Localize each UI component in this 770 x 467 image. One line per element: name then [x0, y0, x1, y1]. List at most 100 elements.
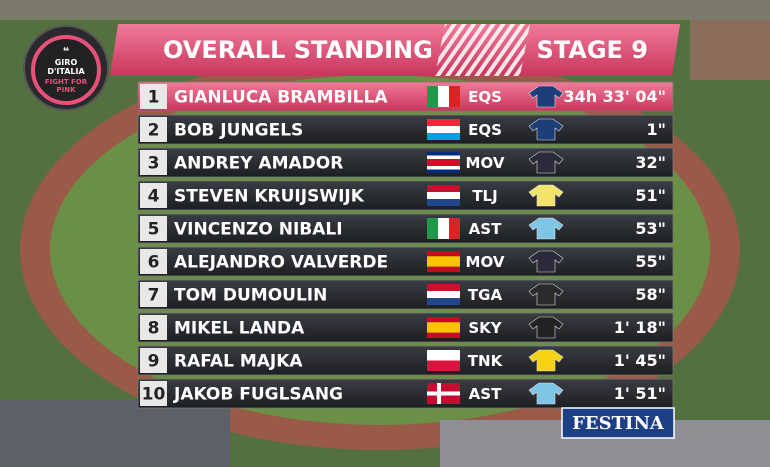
rank: 7 — [148, 286, 160, 306]
flag-stripe — [427, 166, 460, 170]
flag-stripe — [427, 192, 460, 199]
rank-box — [140, 381, 167, 406]
logo-brand: GIRO D'ITALIA — [47, 58, 85, 76]
flag-stripe — [427, 86, 438, 107]
flag-stripe — [438, 86, 449, 107]
time: 51" — [635, 186, 666, 205]
team: MOV — [466, 253, 505, 271]
flag-stripe — [427, 317, 460, 323]
row-bg — [137, 147, 674, 178]
rider-name: TOM DUMOULIN — [174, 286, 327, 306]
flag-cross — [427, 391, 460, 396]
row-bg — [137, 246, 674, 277]
flag-stripe — [427, 322, 460, 328]
rank: 3 — [148, 154, 160, 174]
logo-slogan: FIGHT FOR PINK — [44, 78, 88, 94]
header-stripes — [435, 24, 530, 76]
rank: 5 — [148, 220, 160, 240]
rank-box — [140, 282, 167, 307]
jersey — [528, 283, 564, 306]
flag-stripe — [427, 298, 460, 305]
row-bg — [137, 378, 674, 409]
flag-stripe — [427, 199, 460, 206]
road — [0, 400, 230, 467]
rank-box — [140, 348, 167, 373]
rank: 2 — [148, 121, 160, 141]
flag-stripe — [427, 169, 460, 173]
logo-mark: ❝ — [63, 45, 69, 58]
rank-box — [140, 315, 167, 340]
jersey — [528, 118, 564, 141]
jersey — [528, 85, 564, 108]
rank: 4 — [148, 187, 160, 207]
standings: 1 GIANLUCA BRAMBILLA EQS 34h 33' 04" 2 BOB JU… — [137, 81, 674, 409]
flag-stripe — [427, 261, 460, 267]
time: 53" — [635, 219, 666, 238]
flag-stripe — [427, 251, 460, 257]
team: EQS — [468, 121, 502, 139]
team: TGA — [468, 286, 503, 304]
flag-stripe — [427, 126, 460, 133]
flag-stripe — [427, 332, 460, 338]
time: 1' 18" — [614, 318, 666, 337]
logo-slogan-box: FIGHT FOR PINK — [44, 78, 88, 94]
rider-name: ANDREY AMADOR — [174, 154, 343, 174]
jersey — [528, 217, 564, 240]
flag-stripe — [427, 185, 460, 192]
row-bg — [137, 81, 674, 112]
flag-stripe — [427, 155, 460, 159]
team: TNK — [468, 352, 504, 370]
logo-disc — [31, 35, 101, 105]
rank-box — [140, 150, 167, 175]
rank-box — [140, 183, 167, 208]
time: 58" — [635, 285, 666, 304]
rider-name: GIANLUCA BRAMBILLA — [174, 88, 388, 108]
flag-stripe — [427, 152, 460, 156]
flag-stripe — [449, 86, 460, 107]
header-stage: STAGE 9 — [536, 36, 648, 64]
row-bg — [137, 213, 674, 244]
rider-name: BOB JUNGELS — [174, 121, 303, 141]
rank-box — [140, 216, 167, 241]
row-bg — [137, 345, 674, 376]
rank: 10 — [142, 385, 166, 405]
time: 1' 51" — [614, 384, 666, 403]
rank: 1 — [148, 88, 160, 108]
row-bg — [137, 114, 674, 145]
flag-stripe — [427, 350, 460, 361]
flag-stripe — [449, 218, 460, 239]
rider-name: MIKEL LANDA — [174, 319, 305, 339]
rider-name: RAFAL MAJKA — [174, 352, 303, 372]
jersey — [528, 250, 564, 273]
time: 55" — [635, 252, 666, 271]
team: MOV — [466, 154, 505, 172]
rider-name: JAKOB FUGLSANG — [173, 385, 343, 405]
jersey — [528, 316, 564, 339]
flag-stripe — [427, 159, 460, 163]
team: AST — [469, 385, 502, 403]
row-bg — [137, 279, 674, 310]
flag-stripe — [427, 256, 460, 262]
jersey — [528, 382, 564, 405]
rank: 8 — [148, 319, 160, 339]
time: 32" — [635, 153, 666, 172]
row-bg — [137, 180, 674, 211]
header-bar — [110, 24, 680, 76]
flag-stripe — [427, 360, 460, 371]
rider-name: ALEJANDRO VALVERDE — [174, 253, 388, 273]
sponsor-box — [561, 407, 675, 439]
rider-name: STEVEN KRUIJSWIJK — [174, 187, 365, 207]
rank: 6 — [148, 253, 160, 273]
logo-brand-box: GIRO D'ITALIA — [47, 58, 85, 76]
team: AST — [469, 220, 502, 238]
house — [690, 20, 770, 80]
jersey — [528, 349, 564, 372]
rider-name: VINCENZO NIBALI — [174, 220, 343, 240]
sponsor: FESTINA — [572, 413, 665, 434]
time: 1' 45" — [614, 351, 666, 370]
rank-box — [140, 249, 167, 274]
flag-stripe — [427, 133, 460, 140]
row-bg — [137, 312, 674, 343]
flag-stripe — [427, 218, 438, 239]
